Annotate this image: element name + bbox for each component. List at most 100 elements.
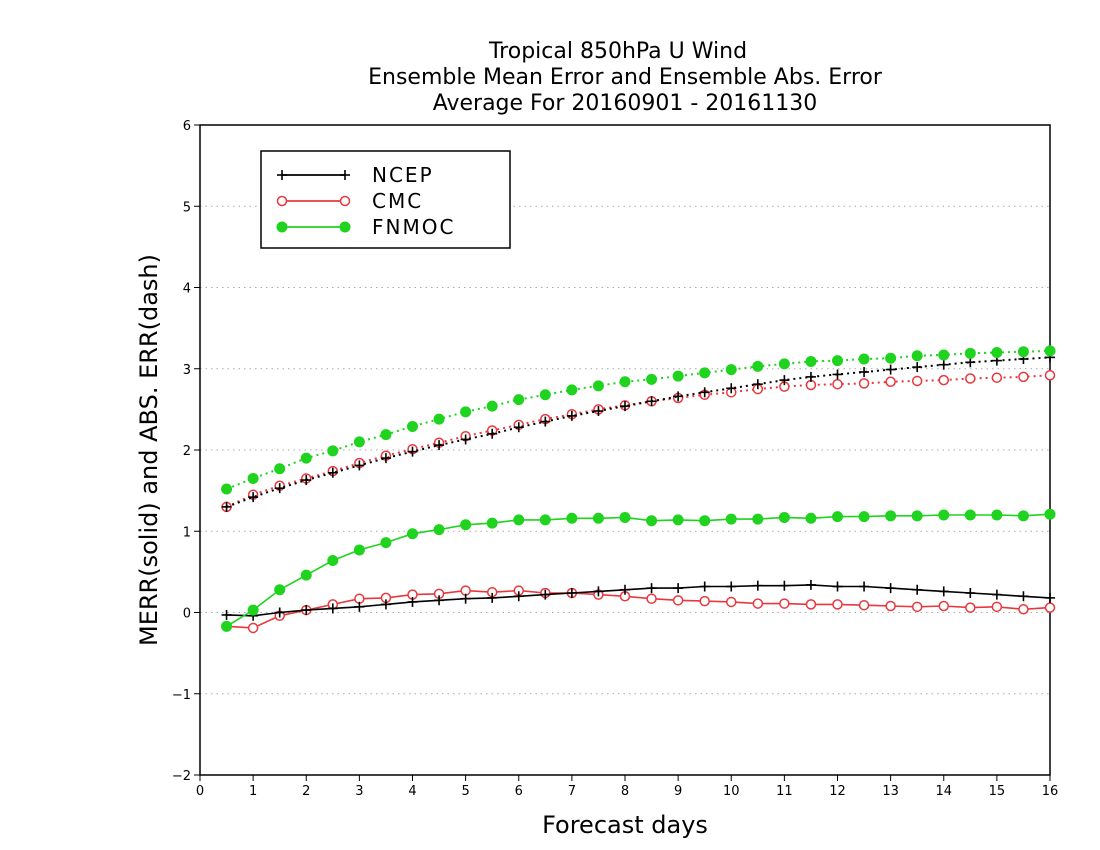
ncep-merr-point	[673, 583, 684, 594]
legend-label-cmc: CMC	[372, 189, 423, 213]
x-tick-label: 4	[408, 784, 416, 799]
ncep-abs-err-point	[965, 357, 976, 368]
cmc-abs-err-point	[885, 376, 896, 387]
grid	[200, 205, 1050, 695]
fnmoc-merr-point	[725, 513, 737, 525]
cmc-merr-line	[226, 589, 1051, 629]
fnmoc-merr-point	[672, 514, 684, 526]
fnmoc-merr-point	[353, 544, 365, 556]
cmc-merr-point	[726, 596, 737, 608]
cmc-abs-err-line	[226, 374, 1051, 508]
ncep-merr-point	[1045, 592, 1055, 603]
fnmoc-abs-err-point	[646, 373, 658, 385]
ncep-merr-point	[965, 588, 976, 598]
legend-marker-cmc	[339, 195, 351, 207]
y-tick-label: 0	[183, 607, 191, 622]
y-tick-label: 6	[183, 119, 191, 134]
fnmoc-merr-point	[327, 555, 339, 566]
ncep-merr-point	[540, 589, 551, 600]
x-tick-label: 2	[302, 784, 310, 799]
cmc-merr-point	[991, 601, 1003, 613]
x-tick-label: 6	[515, 784, 523, 799]
ncep-merr-point	[566, 588, 577, 598]
ncep-merr-point	[991, 589, 1002, 600]
fnmoc-merr-point	[460, 519, 472, 531]
fnmoc-merr-point	[699, 515, 711, 527]
ncep-merr-point	[779, 580, 790, 591]
cmc-merr-point	[965, 602, 976, 613]
fnmoc-merr-point	[433, 524, 445, 536]
cmc-merr-point	[646, 593, 657, 604]
ncep-abs-err-point	[726, 383, 737, 394]
x-tick-label: 10	[723, 784, 740, 799]
ncep-merr-point	[620, 584, 630, 595]
ncep-merr-point	[221, 609, 232, 620]
ncep-merr-point	[593, 586, 604, 597]
legend-label-fnmoc: FNMOC	[372, 215, 455, 239]
chart-title-line-1: Tropical 850hPa U Wind	[488, 39, 747, 64]
x-tick-label: 3	[355, 784, 363, 799]
fnmoc-merr-point	[592, 512, 604, 524]
ncep-abs-err-point	[221, 501, 232, 512]
cmc-merr-point	[858, 599, 870, 611]
ncep-abs-err-point	[938, 359, 949, 370]
fnmoc-abs-err-point	[752, 360, 764, 372]
fnmoc-merr-point	[221, 620, 233, 632]
fnmoc-merr-point	[539, 514, 551, 526]
ncep-merr-point	[726, 581, 737, 592]
cmc-merr-point	[832, 599, 843, 610]
series-cmc	[221, 370, 1056, 634]
fnmoc-abs-err-point	[672, 370, 684, 382]
series-layer	[221, 345, 1056, 634]
y-tick-label: 3	[183, 363, 191, 378]
fnmoc-merr-point	[805, 512, 817, 524]
ncep-abs-err-point	[460, 434, 471, 445]
legend-marker-fnmoc	[276, 221, 288, 233]
cmc-abs-err-point	[938, 374, 949, 386]
series-ncep	[221, 352, 1055, 621]
ncep-abs-err-point	[513, 422, 524, 433]
x-tick-label: 12	[829, 784, 846, 799]
fnmoc-merr-point	[380, 537, 392, 549]
y-tick-label: −1	[172, 688, 191, 703]
ncep-merr-point	[938, 586, 949, 597]
cmc-merr-point	[805, 599, 817, 610]
cmc-abs-err-point	[1018, 371, 1029, 383]
x-tick-label: 5	[461, 784, 469, 799]
fnmoc-merr-point	[991, 509, 1003, 521]
fnmoc-merr-point	[300, 569, 312, 581]
fnmoc-merr-point	[566, 512, 578, 524]
chart-title-line-2: Ensemble Mean Error and Ensemble Abs. Er…	[368, 65, 883, 90]
ncep-abs-err-point	[832, 369, 843, 380]
fnmoc-abs-err-point	[566, 384, 578, 396]
ncep-merr-point	[407, 596, 418, 607]
ncep-abs-err-point	[566, 410, 577, 421]
fnmoc-abs-err-line	[226, 349, 1051, 490]
fnmoc-abs-err-point	[433, 413, 445, 425]
x-axis-label: Forecast days	[542, 811, 708, 839]
cmc-abs-err-point	[911, 375, 923, 387]
cmc-merr-point	[1044, 602, 1056, 613]
ncep-merr-point	[380, 599, 391, 610]
fnmoc-abs-err-point	[1044, 345, 1056, 357]
fnmoc-abs-err-point	[300, 452, 312, 464]
fnmoc-merr-point	[407, 528, 418, 540]
fnmoc-abs-err-point	[221, 483, 233, 495]
ncep-merr-point	[327, 603, 338, 614]
ncep-abs-err-point	[274, 483, 285, 494]
ncep-abs-err-point	[859, 367, 870, 377]
fnmoc-merr-point	[911, 510, 923, 522]
ncep-merr-point	[513, 591, 524, 602]
cmc-merr-point	[1018, 604, 1029, 615]
cmc-abs-err-point	[832, 378, 843, 390]
fnmoc-abs-err-point	[778, 358, 790, 370]
fnmoc-abs-err-point	[991, 347, 1003, 358]
fnmoc-merr-point	[646, 515, 658, 527]
fnmoc-abs-err-point	[486, 400, 498, 412]
ncep-abs-err-point	[487, 428, 498, 439]
x-tick-label: 7	[568, 784, 576, 799]
fnmoc-abs-err-point	[885, 352, 897, 364]
cmc-merr-point	[752, 598, 764, 609]
